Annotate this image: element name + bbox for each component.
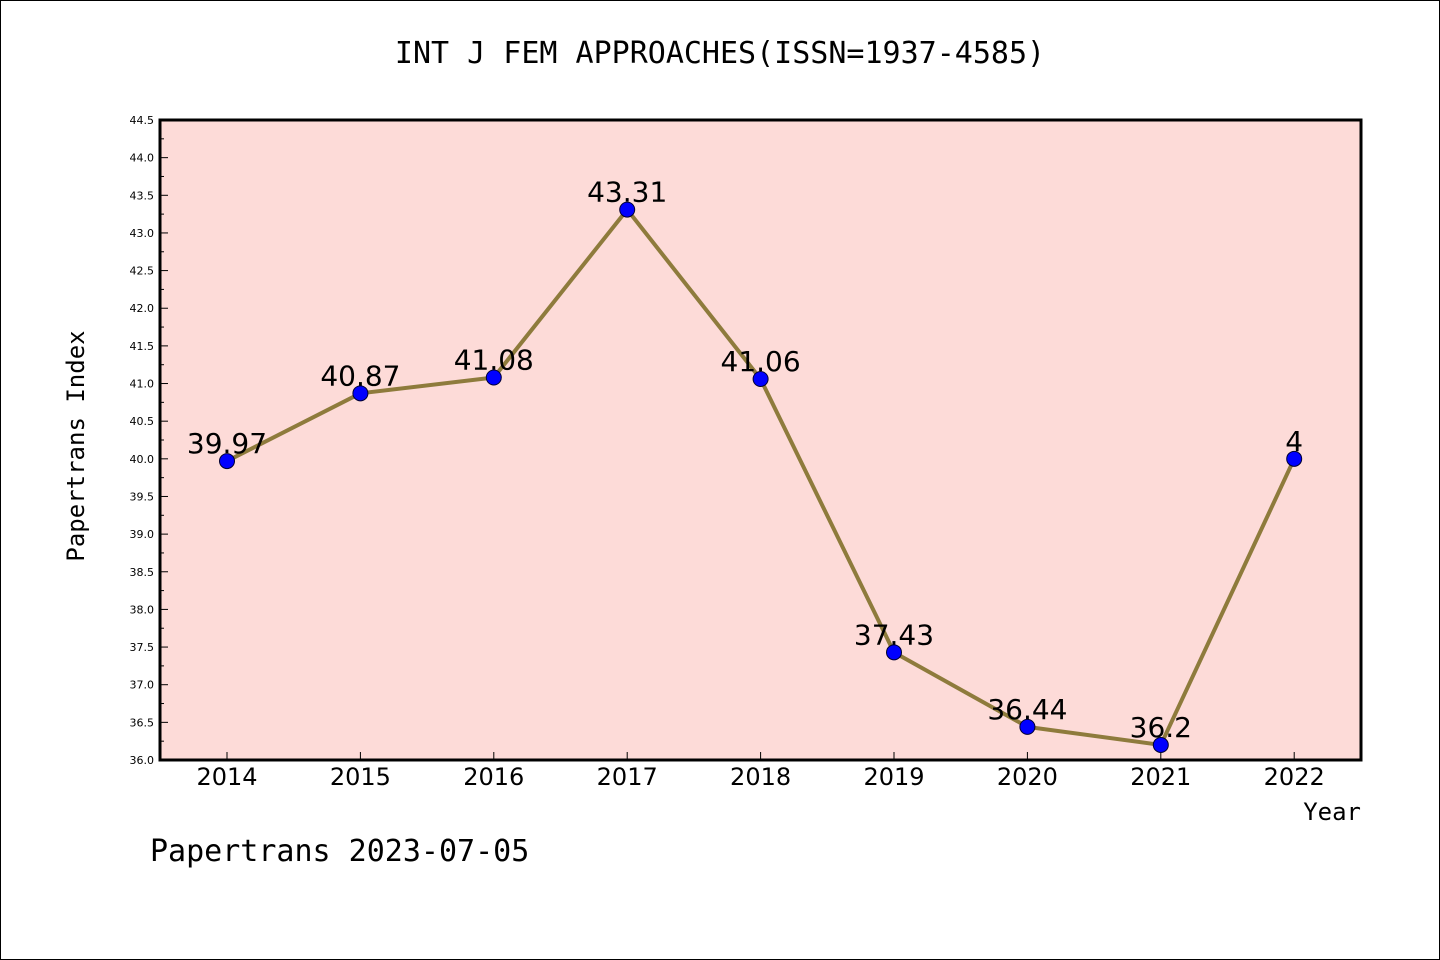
y-tick-label: 38.0 (130, 603, 155, 616)
y-tick-label: 41.5 (130, 340, 155, 353)
data-point-marker (1286, 450, 1303, 467)
data-point-marker (886, 644, 902, 661)
chart-title: INT J FEM APPROACHES(ISSN=1937-4585) (394, 36, 1046, 71)
data-point-marker (485, 369, 502, 386)
data-point-marker (352, 385, 369, 402)
data-label: 41.08 (454, 344, 534, 377)
data-point-marker (752, 371, 769, 388)
data-label: 39.97 (187, 427, 267, 460)
x-tick-label: 2020 (997, 763, 1058, 791)
data-label: 43.31 (587, 176, 667, 209)
y-tick-label: 39.5 (130, 490, 155, 503)
x-tick-label: 2017 (597, 763, 658, 791)
data-label: 36.2 (1130, 711, 1192, 744)
data-label: 36.44 (987, 693, 1067, 726)
x-tick-label: 2015 (330, 763, 391, 791)
y-tick-label: 44.5 (130, 114, 155, 127)
footer-note: Papertrans 2023-07-05 (150, 834, 530, 869)
y-tick-label: 36.0 (130, 754, 155, 767)
data-point-marker (619, 201, 636, 218)
y-tick-label: 42.0 (130, 302, 155, 315)
y-tick-label: 43.0 (130, 227, 155, 240)
data-labels: 39.97 40.87 41.08 43.31 41.06 37.43 36.44 36.2 4 (187, 176, 1303, 744)
data-label: 40.87 (320, 359, 400, 392)
data-label: 37.43 (854, 618, 934, 651)
y-axis-label: Papertrans Index (62, 330, 90, 561)
series-markers (219, 201, 1303, 753)
data-point-marker (1019, 718, 1036, 735)
y-tick-label: 37.5 (130, 641, 155, 654)
plot-area (158, 118, 1363, 762)
x-tick-label: 2022 (1264, 763, 1325, 791)
y-tick-label: 40.0 (130, 453, 155, 466)
y-tick-label: 40.5 (130, 415, 155, 428)
y-tick-label: 42.5 (130, 265, 155, 278)
x-axis-label: Year (1303, 798, 1361, 826)
data-label: 4 (1285, 425, 1303, 458)
y-tick-label: 38.5 (130, 566, 155, 579)
x-tick-label: 2018 (730, 763, 791, 791)
y-tick-label: 37.0 (130, 679, 155, 692)
y-tick-label: 43.5 (130, 189, 155, 202)
x-tick-label: 2019 (863, 763, 924, 791)
x-axis-ticks: 2014 2015 2016 2017 2018 2019 2020 2021 2022 (196, 752, 1325, 791)
x-tick-label: 2021 (1130, 763, 1191, 791)
data-point-marker (1152, 736, 1169, 753)
x-tick-label: 2016 (463, 763, 524, 791)
data-point-marker (219, 453, 235, 470)
data-label: 41.06 (721, 345, 801, 378)
y-tick-label: 39.0 (130, 528, 155, 541)
y-axis-ticks: 36.0 36.5 37.0 37.5 38.0 38.5 39.0 39.5 40.0 40.5… (130, 114, 168, 767)
x-tick-label: 2014 (196, 763, 257, 791)
y-tick-label: 36.5 (130, 716, 155, 729)
y-tick-label: 44.0 (130, 152, 155, 165)
y-tick-label: 41.0 (130, 378, 155, 391)
